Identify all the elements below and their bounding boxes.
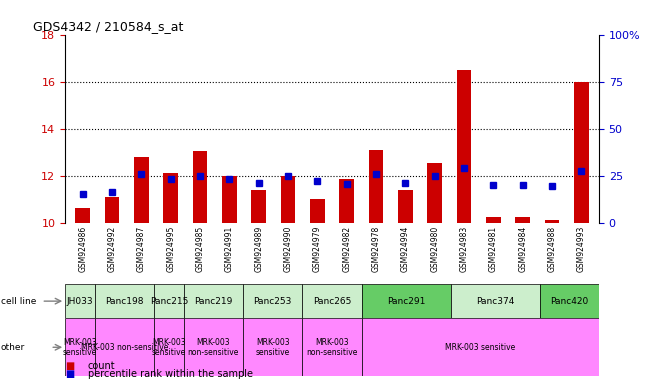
Text: Panc291: Panc291 [387,296,425,306]
Bar [281,175,296,223]
Bar [368,150,383,223]
Text: GSM924989: GSM924989 [254,226,263,272]
Text: GSM924995: GSM924995 [166,226,175,272]
Bar [65,318,95,376]
Text: Panc265: Panc265 [313,296,351,306]
Bar [65,284,95,318]
Text: MRK-003 non-sensitive: MRK-003 non-sensitive [81,343,168,352]
Bar [456,70,471,223]
Text: MRK-003
sensitive: MRK-003 sensitive [152,338,186,357]
Text: MRK-003
sensitive: MRK-003 sensitive [62,338,97,357]
Text: GSM924980: GSM924980 [430,226,439,272]
Text: GSM924981: GSM924981 [489,226,498,272]
Bar [362,284,450,318]
Bar [486,217,501,223]
Text: GSM924990: GSM924990 [284,226,292,272]
Bar [398,190,413,223]
Bar [574,81,589,223]
Bar [516,217,530,223]
Bar [76,209,90,223]
Text: count: count [88,361,115,371]
Bar [450,284,540,318]
Bar [540,284,599,318]
Text: cell line: cell line [1,296,36,306]
Text: ■: ■ [65,361,74,371]
Text: GDS4342 / 210584_s_at: GDS4342 / 210584_s_at [33,20,184,33]
Bar [134,157,148,223]
Text: MRK-003
non-sensitive: MRK-003 non-sensitive [307,338,357,357]
Text: GSM924978: GSM924978 [372,226,380,272]
Bar [310,199,325,223]
Bar [243,284,302,318]
Bar [184,318,243,376]
Text: Panc420: Panc420 [550,296,589,306]
Bar [302,318,362,376]
Text: JH033: JH033 [66,296,93,306]
Bar [163,173,178,223]
Text: GSM924987: GSM924987 [137,226,146,272]
Text: GSM924988: GSM924988 [547,226,557,272]
Bar [427,162,442,223]
Bar [302,284,362,318]
Text: GSM924994: GSM924994 [401,226,410,272]
Bar [545,220,559,223]
Bar [339,179,354,223]
Text: Panc198: Panc198 [105,296,144,306]
Text: GSM924982: GSM924982 [342,226,351,272]
Text: GSM924986: GSM924986 [78,226,87,272]
Text: other: other [1,343,25,352]
Text: Panc215: Panc215 [150,296,188,306]
Bar [105,197,119,223]
Text: Panc219: Panc219 [194,296,232,306]
Bar [362,318,599,376]
Text: GSM924985: GSM924985 [195,226,204,272]
Text: GSM924991: GSM924991 [225,226,234,272]
Bar [154,284,184,318]
Bar [251,190,266,223]
Text: GSM924979: GSM924979 [313,226,322,272]
Bar [154,318,184,376]
Text: ■: ■ [65,369,74,379]
Text: MRK-003
sensitive: MRK-003 sensitive [256,338,290,357]
Bar [95,318,154,376]
Text: percentile rank within the sample: percentile rank within the sample [88,369,253,379]
Text: Panc374: Panc374 [476,296,514,306]
Text: MRK-003
non-sensitive: MRK-003 non-sensitive [187,338,239,357]
Bar [95,284,154,318]
Text: GSM924993: GSM924993 [577,226,586,272]
Bar [243,318,302,376]
Bar [193,151,208,223]
Bar [184,284,243,318]
Text: GSM924992: GSM924992 [107,226,117,272]
Text: MRK-003 sensitive: MRK-003 sensitive [445,343,516,352]
Text: GSM924983: GSM924983 [460,226,469,272]
Bar [222,175,237,223]
Text: Panc253: Panc253 [253,296,292,306]
Text: GSM924984: GSM924984 [518,226,527,272]
